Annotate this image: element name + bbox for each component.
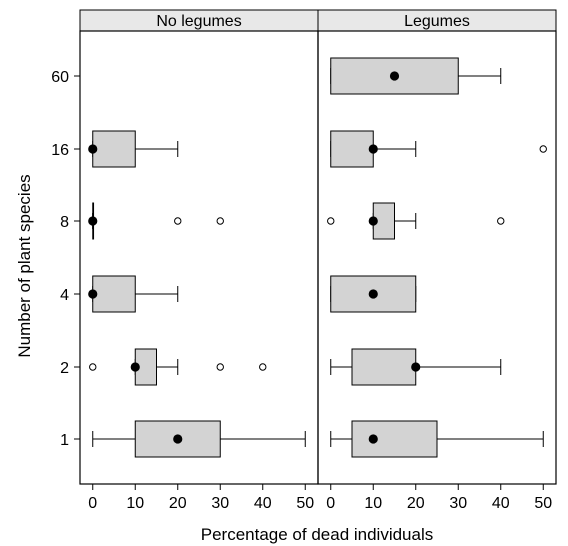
iqr-box — [352, 421, 437, 457]
box-4 — [88, 276, 178, 312]
outlier-point — [328, 218, 334, 224]
y-tick-label: 2 — [60, 360, 69, 377]
median-dot — [88, 144, 97, 153]
box-1 — [331, 421, 544, 457]
box-60 — [331, 58, 501, 94]
x-tick-label: 30 — [211, 495, 229, 512]
x-tick-label: 10 — [364, 495, 382, 512]
median-dot — [131, 362, 140, 371]
box-2 — [90, 349, 266, 385]
x-tick-label: 40 — [254, 495, 272, 512]
median-dot — [369, 289, 378, 298]
box-1 — [93, 421, 306, 457]
x-tick-label: 20 — [169, 495, 187, 512]
y-tick-label: 16 — [51, 142, 69, 159]
median-dot — [369, 144, 378, 153]
box-4 — [331, 276, 416, 312]
outlier-point — [217, 218, 223, 224]
panel-title: Legumes — [404, 13, 470, 30]
box-2 — [331, 349, 501, 385]
x-tick-label: 0 — [326, 495, 335, 512]
box-8 — [328, 203, 504, 239]
outlier-point — [175, 218, 181, 224]
median-dot — [173, 434, 182, 443]
iqr-box — [331, 131, 374, 167]
iqr-box — [352, 349, 416, 385]
median-dot — [88, 289, 97, 298]
iqr-box — [93, 131, 136, 167]
outlier-point — [540, 146, 546, 152]
x-tick-label: 0 — [88, 495, 97, 512]
panel-frame — [80, 31, 318, 484]
panel-legumes: Legumes — [318, 10, 556, 484]
median-dot — [88, 216, 97, 225]
x-axis-label: Percentage of dead individuals — [201, 525, 434, 544]
outlier-point — [90, 364, 96, 370]
outlier-point — [260, 364, 266, 370]
panel-frame — [318, 31, 556, 484]
median-dot — [390, 71, 399, 80]
x-tick-label: 20 — [407, 495, 425, 512]
median-dot — [369, 434, 378, 443]
median-dot — [411, 362, 420, 371]
y-axis-label: Number of plant species — [15, 174, 34, 357]
x-tick-label: 10 — [126, 495, 144, 512]
median-dot — [369, 216, 378, 225]
x-tick-label: 40 — [492, 495, 510, 512]
panel-title: No legumes — [156, 13, 241, 30]
x-tick-label: 50 — [534, 495, 552, 512]
box-16 — [88, 131, 178, 167]
panels-layer: No legumes Legumes — [80, 10, 556, 484]
y-tick-label: 4 — [60, 287, 69, 304]
x-tick-label: 50 — [296, 495, 314, 512]
box-8 — [88, 203, 223, 239]
outlier-point — [217, 364, 223, 370]
box-16 — [331, 131, 547, 167]
y-tick-label: 60 — [51, 69, 69, 86]
panel-no-legumes: No legumes — [80, 10, 318, 484]
y-tick-label: 8 — [60, 214, 69, 231]
x-tick-label: 30 — [449, 495, 467, 512]
outlier-point — [498, 218, 504, 224]
y-tick-label: 1 — [60, 432, 69, 449]
iqr-box — [93, 276, 136, 312]
